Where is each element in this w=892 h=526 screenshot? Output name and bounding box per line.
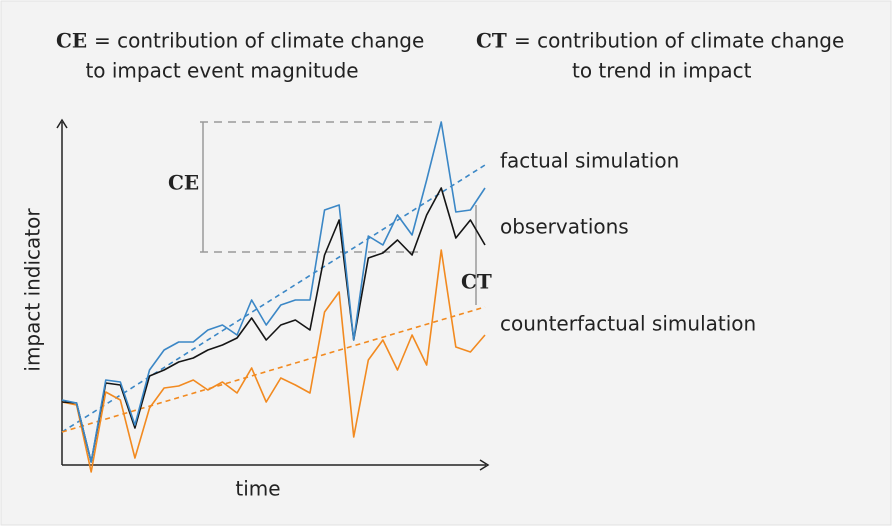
ce-label: CE [168,171,199,195]
x-axis-arrow [479,459,490,471]
series-label: factual simulation [500,149,679,173]
series-line [61,187,486,463]
ce-symbol: CE [56,29,87,53]
ct-text: to trend in impact [572,59,752,83]
ce-text: to impact event magnitude [85,59,358,83]
ct-label: CT [461,270,492,294]
trend-line [61,164,486,433]
ce-text: = contribution of climate change [94,29,424,53]
ct-symbol: CT [476,29,507,53]
series-label: observations [500,215,629,239]
x-axis-label: time [235,477,280,501]
ct-text: = contribution of climate change [514,29,844,53]
y-axis-arrow [56,118,68,129]
series-line [61,121,486,463]
series-line [61,249,486,473]
y-axis-label: impact indicator [21,208,45,372]
trend-line [61,306,486,433]
series-label: counterfactual simulation [500,312,756,336]
